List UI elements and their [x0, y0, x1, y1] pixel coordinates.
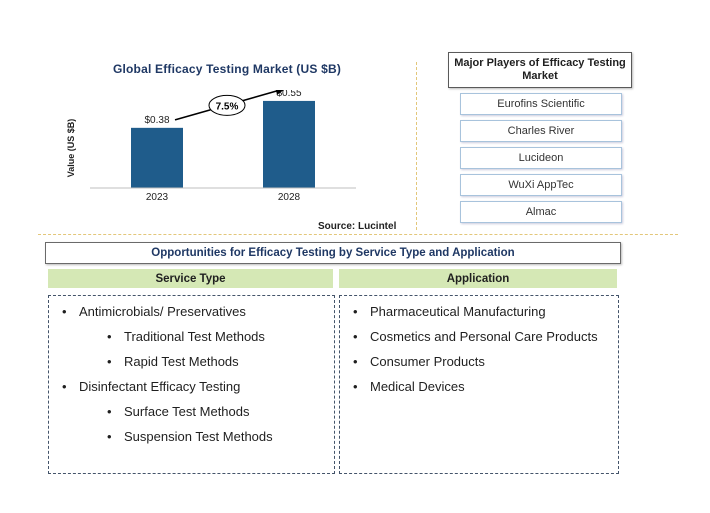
cagr-arrow-head: [275, 90, 284, 95]
player-charles-river: Charles River: [460, 120, 622, 142]
bullet-icon: •: [62, 379, 67, 394]
application-item: • Cosmetics and Personal Care Products: [353, 329, 598, 344]
category-label-2028: 2028: [278, 192, 301, 203]
service-type-item-label: Surface Test Methods: [124, 404, 250, 419]
bullet-icon: •: [353, 304, 358, 319]
players-title: Major Players of Efficacy Testing Market: [448, 52, 632, 88]
service-type-item: • Surface Test Methods: [107, 404, 250, 419]
application-heading: Application: [339, 269, 617, 288]
service-type-item: • Traditional Test Methods: [107, 329, 265, 344]
bullet-icon: •: [107, 404, 112, 419]
category-label-2023: 2023: [146, 192, 169, 203]
service-type-item-label: Suspension Test Methods: [124, 429, 273, 444]
chart-title: Global Efficacy Testing Market (US $B): [112, 62, 342, 76]
service-type-box: • Antimicrobials/ Preservatives • Tradition…: [48, 295, 335, 474]
application-item-label: Consumer Products: [370, 354, 485, 369]
service-type-item: • Suspension Test Methods: [107, 429, 273, 444]
source-label: Source: Lucintel: [318, 221, 397, 232]
service-type-heading: Service Type: [48, 269, 333, 288]
bar-2023: [131, 127, 183, 188]
service-type-item-label: Rapid Test Methods: [124, 354, 239, 369]
bullet-icon: •: [62, 304, 67, 319]
horizontal-divider: [38, 234, 678, 235]
service-type-item: • Rapid Test Methods: [107, 354, 239, 369]
vertical-divider: [416, 62, 417, 230]
bullet-icon: •: [107, 354, 112, 369]
service-type-item: • Disinfectant Efficacy Testing: [62, 379, 241, 394]
application-item-label: Pharmaceutical Manufacturing: [370, 304, 546, 319]
player-wuxi-apptec: WuXi AppTec: [460, 174, 622, 196]
bullet-icon: •: [353, 354, 358, 369]
application-item: • Medical Devices: [353, 379, 465, 394]
service-type-item-label: Disinfectant Efficacy Testing: [79, 379, 241, 394]
player-eurofins-scientific: Eurofins Scientific: [460, 93, 622, 115]
bullet-icon: •: [107, 429, 112, 444]
value-label-2023: $0.38: [144, 115, 169, 126]
y-axis-label: Value (US $B): [66, 119, 76, 178]
bar-2028: [263, 100, 315, 188]
application-item-label: Cosmetics and Personal Care Products: [370, 329, 598, 344]
player-lucideon: Lucideon: [460, 147, 622, 169]
cagr-bubble: [208, 94, 246, 116]
application-box: • Pharmaceutical Manufacturing • Cosmetics …: [339, 295, 619, 474]
bullet-icon: •: [107, 329, 112, 344]
player-almac: Almac: [460, 201, 622, 223]
service-type-item-label: Antimicrobials/ Preservatives: [79, 304, 246, 319]
cagr-label: 7.5%: [216, 101, 239, 112]
opportunities-title: Opportunities for Efficacy Testing by Se…: [45, 242, 621, 264]
application-item: • Pharmaceutical Manufacturing: [353, 304, 546, 319]
application-item-label: Medical Devices: [370, 379, 465, 394]
value-label-2028: $0.55: [276, 90, 301, 99]
service-type-item-label: Traditional Test Methods: [124, 329, 265, 344]
service-type-item: • Antimicrobials/ Preservatives: [62, 304, 246, 319]
bar-chart: Value (US $B) $0.38 2023 $0.55 2028 7.5%: [66, 90, 356, 203]
bullet-icon: •: [353, 379, 358, 394]
application-item: • Consumer Products: [353, 354, 485, 369]
bullet-icon: •: [353, 329, 358, 344]
